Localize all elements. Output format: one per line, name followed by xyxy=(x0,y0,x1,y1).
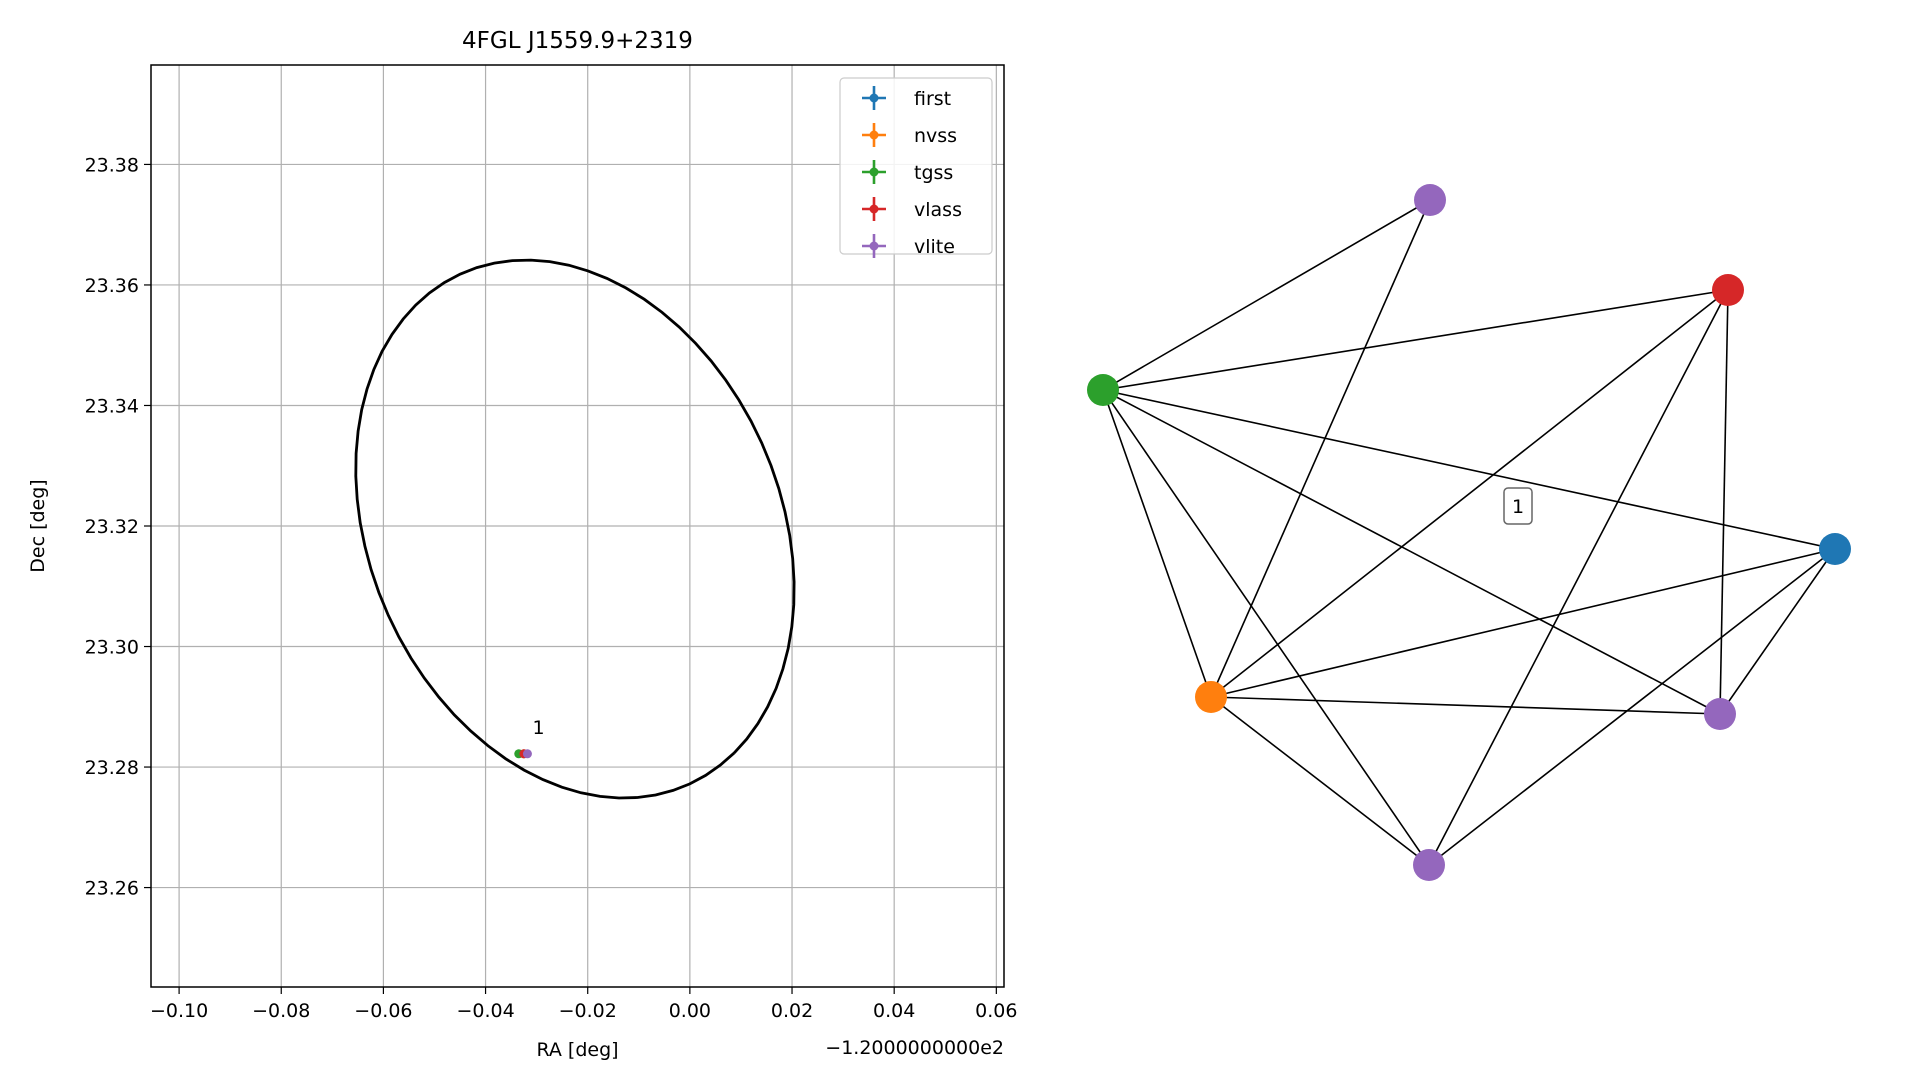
x-axis-offset-label: −1.2000000000e2 xyxy=(825,1037,1004,1059)
source-point-vlite xyxy=(522,749,532,759)
chart-title: 4FGL J1559.9+2319 xyxy=(462,28,693,54)
x-tick-label: 0.04 xyxy=(873,1000,915,1022)
legend-marker-dot xyxy=(869,93,879,103)
legend-label: vlite xyxy=(914,236,955,258)
network-node-vlite xyxy=(1704,698,1736,730)
y-tick-label: 23.26 xyxy=(85,878,139,900)
network-edge xyxy=(1210,696,1721,715)
x-tick-label: 0.06 xyxy=(975,1000,1017,1022)
network-node-vlite xyxy=(1414,184,1446,216)
legend-marker-dot xyxy=(869,167,879,177)
x-tick-label: 0.02 xyxy=(771,1000,813,1022)
x-tick-label: −0.02 xyxy=(559,1000,617,1022)
network-edge xyxy=(1102,199,1431,391)
source-markers: 1 xyxy=(514,717,545,759)
legend-item-nvss: nvss xyxy=(862,123,957,147)
legend-label: nvss xyxy=(914,125,957,147)
network-edge xyxy=(1719,289,1729,715)
legend: first nvss tgss vlass vlite xyxy=(839,77,993,258)
y-tick-label: 23.34 xyxy=(85,395,139,417)
y-axis-label: Dec [deg] xyxy=(27,479,49,572)
network-edge xyxy=(1719,548,1836,715)
x-tick-label: −0.06 xyxy=(354,1000,412,1022)
network-node-tgss xyxy=(1087,374,1119,406)
cluster-label: 1 xyxy=(1503,487,1533,525)
y-tick-label: 23.28 xyxy=(85,757,139,779)
network-node-nvss xyxy=(1195,681,1227,713)
legend-label: first xyxy=(914,88,951,110)
network-edge xyxy=(1210,548,1836,698)
network-edge xyxy=(1210,199,1431,698)
error-ellipse-layer xyxy=(354,258,796,800)
axis-ticks: −0.10 −0.08 −0.06 −0.04 −0.02 0.00 0.02 0.04 0.0… xyxy=(85,154,1018,1022)
association-network-graph: 1 xyxy=(1087,184,1851,881)
x-axis-label: RA [deg] xyxy=(536,1039,618,1061)
network-node-vlass xyxy=(1712,274,1744,306)
x-tick-label: 0.00 xyxy=(669,1000,711,1022)
network-edges xyxy=(1102,199,1836,866)
legend-item-first: first xyxy=(862,86,951,110)
x-tick-label: −0.04 xyxy=(456,1000,514,1022)
network-nodes xyxy=(1087,184,1851,881)
legend-label: tgss xyxy=(914,162,953,184)
network-node-vlite xyxy=(1413,849,1445,881)
legend-marker-dot xyxy=(869,130,879,140)
y-tick-label: 23.38 xyxy=(85,154,139,176)
legend-label: vlass xyxy=(914,199,962,221)
network-edge xyxy=(1428,548,1836,866)
sky-position-chart: 1 −0.10 −0.08 −0.06 −0.04 −0.02 0.00 0.02 0.04 0… xyxy=(27,28,1017,1061)
legend-marker-dot xyxy=(869,241,879,251)
network-edge xyxy=(1210,696,1430,866)
grid-lines xyxy=(151,65,1004,987)
cluster-label-text: 1 xyxy=(1512,496,1524,518)
legend-marker-dot xyxy=(869,204,879,214)
legend-item-vlass: vlass xyxy=(862,197,962,221)
network-edge xyxy=(1102,389,1836,550)
y-tick-label: 23.32 xyxy=(85,516,139,538)
y-tick-label: 23.30 xyxy=(85,637,139,659)
network-edge xyxy=(1102,389,1721,715)
x-tick-label: −0.10 xyxy=(150,1000,208,1022)
network-edge xyxy=(1102,389,1430,866)
error-ellipse xyxy=(354,258,796,800)
legend-item-tgss: tgss xyxy=(862,160,953,184)
y-tick-label: 23.36 xyxy=(85,275,139,297)
network-edge xyxy=(1210,289,1729,698)
source-annotation: 1 xyxy=(533,717,545,739)
cluster-label-box xyxy=(1503,487,1533,525)
network-edge xyxy=(1428,289,1729,866)
network-edge xyxy=(1102,289,1729,391)
legend-item-vlite: vlite xyxy=(862,234,955,258)
network-edge xyxy=(1102,389,1212,698)
network-node-first xyxy=(1819,533,1851,565)
x-tick-label: −0.08 xyxy=(252,1000,310,1022)
